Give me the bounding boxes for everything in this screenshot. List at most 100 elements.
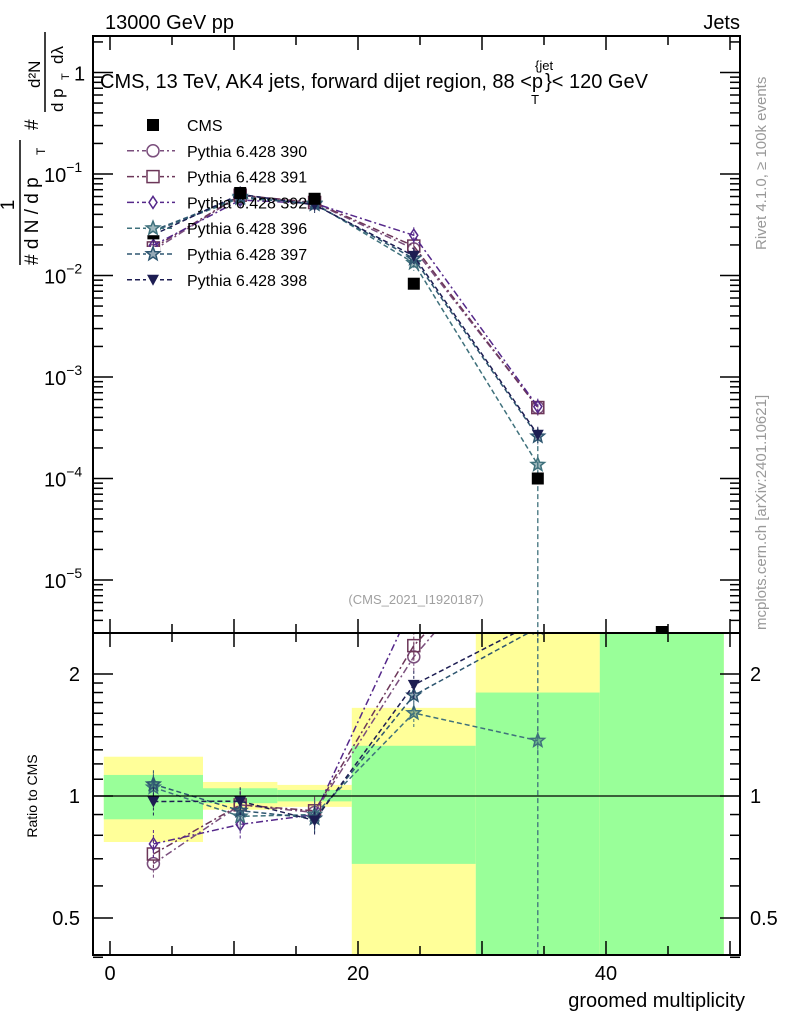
data-point-marker — [407, 250, 420, 262]
legend-marker — [146, 169, 160, 184]
legend-marker — [144, 244, 162, 262]
legend-marker-bg — [146, 169, 160, 184]
plot-title-sub: T — [531, 92, 539, 107]
header-right: Jets — [703, 12, 740, 34]
y-tick-label-base: 1 — [74, 64, 85, 86]
ratio-point-marker — [407, 638, 421, 653]
reference-point — [531, 472, 544, 485]
mcplots-label: mcplots.cern.ch [arXiv:2401.10621] — [753, 395, 770, 630]
y-tick-label: 10−5 — [44, 565, 82, 593]
data-point-marker — [408, 227, 419, 243]
y-tick-label-base: 10 — [44, 571, 66, 593]
y-tick-label: 10−1 — [44, 159, 82, 187]
legend-marker — [147, 274, 159, 286]
ratio-point-marker — [405, 703, 423, 721]
series-line — [153, 195, 539, 437]
plot-title-end: }< 120 GeV — [545, 71, 649, 93]
ratio-point-marker — [235, 817, 246, 832]
ratio-point-marker — [407, 650, 421, 664]
legend-label: Pythia 6.428 396 — [187, 221, 307, 238]
reference-point — [234, 186, 247, 199]
legend-label: Pythia 6.428 398 — [187, 273, 307, 290]
uncertainty-band-inner — [351, 745, 476, 864]
ratio-y-tick-label-left: 0.5 — [52, 908, 80, 930]
legend-marker-bg — [146, 143, 160, 158]
upper-series — [144, 186, 668, 633]
ratio-y-tick-label-right: 2 — [750, 664, 761, 686]
ratio-point-marker — [148, 836, 159, 852]
ratio-y-tick-label-right: 1 — [750, 786, 761, 808]
x-tick-label: 20 — [347, 963, 369, 985]
ratio-point-marker — [146, 847, 161, 861]
y-axis-label: 1 # d N / d p T # d²N d p T dλ — [0, 32, 72, 265]
y-tick-label-exponent: −4 — [66, 464, 82, 480]
reference-point — [655, 626, 668, 633]
reference-point — [308, 192, 321, 205]
analysis-watermark: (CMS_2021_I1920187) — [348, 592, 483, 607]
ratio-frame — [92, 632, 741, 956]
ratio-point-marker — [308, 815, 321, 827]
ylabel-6: d p — [48, 88, 67, 112]
series-line — [153, 199, 539, 408]
ratio-point-marker — [529, 731, 547, 748]
legend-label: Pythia 6.428 390 — [187, 144, 307, 161]
y-tick-label: 10−2 — [44, 261, 82, 289]
y-tick-label-base: 10 — [44, 470, 66, 492]
y-tick-label-exponent: −5 — [66, 565, 82, 581]
ratio-y-tick-label-right: 0.5 — [750, 908, 778, 930]
ratio-point-marker — [407, 679, 420, 691]
uncertainty-band-inner — [599, 634, 724, 955]
series-line — [153, 197, 539, 466]
y-tick-label-exponent: −2 — [66, 261, 82, 277]
y-tick-label-base: 10 — [44, 368, 66, 390]
ratio-point-marker — [234, 796, 247, 808]
plot-title-main: CMS, 13 TeV, AK4 jets, forward dijet reg… — [100, 71, 543, 93]
y-tick-label-exponent: −1 — [66, 159, 82, 175]
legend-marker — [146, 144, 160, 158]
ylabel-4: # — [22, 119, 43, 130]
ratio-point-marker — [144, 775, 163, 792]
ratio-y-tick-label-left: 2 — [69, 664, 80, 686]
ylabel-2: # d N / d p — [22, 177, 43, 265]
ylabel-3: T — [34, 147, 48, 155]
ylabel-1: 1 — [0, 200, 19, 211]
legend-marker — [147, 119, 159, 131]
y-tick-label: 1 — [74, 64, 85, 86]
plot-title-sup: {jet — [535, 58, 553, 73]
legend-label: Pythia 6.428 391 — [187, 170, 307, 187]
plot-title: CMS, 13 TeV, AK4 jets, forward dijet reg… — [100, 58, 649, 107]
legend-marker — [148, 195, 158, 210]
legend-label: Pythia 6.428 397 — [187, 247, 307, 264]
x-tick-label: 40 — [595, 963, 617, 985]
ylabel-5: d²N — [25, 61, 44, 88]
ylabel-7: T — [60, 73, 72, 80]
ratio-point-marker — [147, 796, 160, 808]
legend: CMS Pythia 6.428 390 Pythia 6.428 391 Pythi… — [127, 118, 307, 290]
y-tick-label-base: 10 — [44, 267, 66, 289]
legend-label: Pythia 6.428 392 — [187, 195, 307, 212]
x-axis-label: groomed multiplicity — [568, 990, 745, 1012]
watermark-group: (CMS_2021_I1920187) — [348, 592, 483, 607]
ylabel-8: dλ — [48, 46, 67, 64]
ratio-series-line — [153, 712, 538, 818]
header-left: 13000 GeV pp — [105, 12, 234, 34]
reference-point — [407, 277, 420, 290]
rivet-label: Rivet 4.1.0, ≥ 100k events — [753, 77, 770, 250]
y-tick-label-exponent: −3 — [66, 362, 82, 378]
y-tick-label-base: 10 — [44, 165, 66, 187]
data-point-marker — [532, 399, 543, 415]
legend-label: CMS — [187, 118, 223, 135]
ratio-series-line — [153, 634, 426, 855]
data-point-marker — [531, 429, 544, 441]
y-tick-label: 10−3 — [44, 362, 82, 390]
ratio-y-axis-label: Ratio to CMS — [24, 754, 40, 837]
data-point-marker — [529, 455, 547, 472]
ratio-y-tick-label-left: 1 — [69, 786, 80, 808]
ratio-series — [144, 634, 547, 878]
y-tick-label: 10−4 — [44, 464, 82, 492]
legend-marker — [144, 219, 162, 236]
x-tick-label: 0 — [104, 963, 115, 985]
legend-marker-bg — [146, 195, 160, 210]
